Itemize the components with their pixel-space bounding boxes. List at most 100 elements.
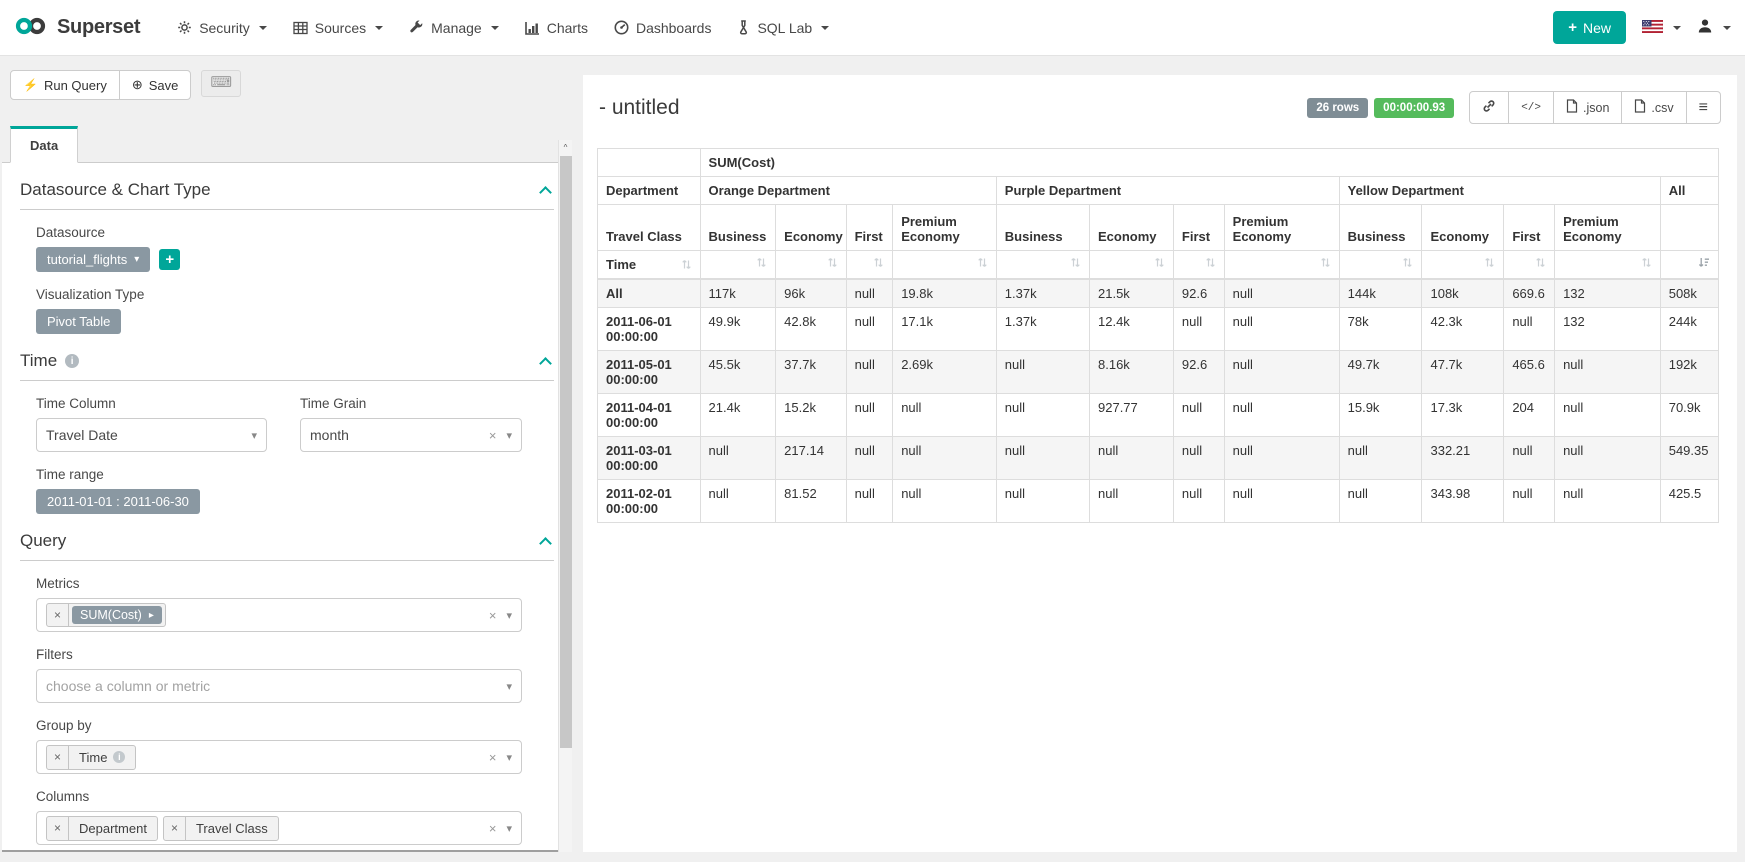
metric-pill[interactable]: SUM(Cost) ▸ xyxy=(72,606,162,624)
datasource-pill[interactable]: tutorial_flights ▾ xyxy=(36,247,151,272)
columns-label: Columns xyxy=(36,789,90,804)
column-sort-header[interactable] xyxy=(775,250,847,280)
nav-manage[interactable]: Manage xyxy=(396,0,512,56)
chevron-down-icon xyxy=(258,25,267,30)
run-query-button[interactable]: ⚡ Run Query xyxy=(10,70,120,100)
column-sort-header[interactable] xyxy=(1338,250,1423,280)
time-grain-label: Time Grain xyxy=(300,396,367,411)
pivot-cell: 2.69k xyxy=(892,350,997,394)
groupby-select[interactable]: × Time i × ▾ xyxy=(36,740,522,774)
all-sort-header-active[interactable] xyxy=(1659,250,1720,280)
column-sort-header[interactable] xyxy=(1172,250,1225,280)
share-link-button[interactable] xyxy=(1469,91,1510,124)
viz-type-pill[interactable]: Pivot Table xyxy=(36,309,122,334)
row-time-label: All xyxy=(597,278,701,308)
infinity-logo-icon xyxy=(14,16,48,39)
section-datasource-title: Datasource & Chart Type xyxy=(20,163,554,210)
close-icon[interactable]: × xyxy=(47,745,70,769)
column-sort-header[interactable] xyxy=(1554,250,1661,280)
chevron-up-icon[interactable] xyxy=(539,186,552,199)
close-icon[interactable]: × xyxy=(488,820,497,836)
pivot-table: SUM(Cost) Department Orange Department P… xyxy=(597,148,1720,523)
pivot-cell: 17.1k xyxy=(892,307,997,351)
pivot-cell: 508k xyxy=(1659,278,1720,308)
close-icon[interactable]: × xyxy=(488,427,497,443)
new-button[interactable]: + New xyxy=(1553,11,1626,44)
row-time-label: 2011-06-01 00:00:00 xyxy=(597,307,701,351)
column-sort-header[interactable] xyxy=(699,250,777,280)
pivot-cell: 19.8k xyxy=(892,278,997,308)
time-grain-select[interactable]: month × ▾ xyxy=(300,418,522,452)
row-count-badge: 26 rows xyxy=(1307,97,1369,118)
top-navbar: Superset Security Sources Manage xyxy=(0,0,1745,56)
nav-security[interactable]: Security xyxy=(164,0,280,56)
save-button[interactable]: ⊕ Save xyxy=(118,70,192,100)
column-sort-header[interactable] xyxy=(845,250,894,280)
section-title-text: Datasource & Chart Type xyxy=(20,180,211,199)
more-options-button[interactable]: ≡ xyxy=(1685,91,1721,124)
column-sort-header[interactable] xyxy=(1421,250,1505,280)
add-datasource-button[interactable]: + xyxy=(159,249,181,270)
close-icon[interactable]: × xyxy=(47,604,70,626)
pivot-cell: null xyxy=(1554,393,1661,437)
locale-menu[interactable] xyxy=(1641,19,1681,36)
scroll-up-icon[interactable]: ^ xyxy=(563,143,568,152)
superset-logo[interactable]: Superset xyxy=(14,16,140,39)
pivot-cell: null xyxy=(699,479,777,523)
view-query-button[interactable]: </> xyxy=(1508,91,1555,124)
time-sort-header[interactable]: Time xyxy=(597,250,701,280)
chevron-up-icon[interactable] xyxy=(539,537,552,550)
metrics-select[interactable]: × SUM(Cost) ▸ × ▾ xyxy=(36,598,522,632)
pivot-cell: null xyxy=(1223,393,1340,437)
columns-token[interactable]: × Travel Class xyxy=(162,815,279,841)
explore-control-panel: ⚡ Run Query ⊕ Save ⌨ Data Datasource & C… xyxy=(0,56,572,852)
filters-select[interactable]: choose a column or metric ▾ xyxy=(36,669,522,703)
sort-icon xyxy=(1155,258,1164,267)
close-icon[interactable]: × xyxy=(488,749,497,765)
tab-data[interactable]: Data xyxy=(10,126,79,163)
column-sort-header[interactable] xyxy=(995,250,1091,280)
scrollbar-thumb[interactable] xyxy=(560,156,572,748)
travel-class-header: Business xyxy=(1338,204,1423,251)
column-sort-header[interactable] xyxy=(892,250,997,280)
columns-token[interactable]: × Department xyxy=(46,815,158,841)
time-column-select[interactable]: Travel Date ▾ xyxy=(36,418,267,452)
metric-token[interactable]: × SUM(Cost) ▸ xyxy=(46,603,166,627)
column-sort-header[interactable] xyxy=(1223,250,1340,280)
columns-select[interactable]: × Department × Travel Class × ▾ xyxy=(36,811,522,845)
pivot-cell: null xyxy=(1554,479,1661,523)
groupby-token[interactable]: × Time i xyxy=(46,744,137,770)
json-label: .json xyxy=(1583,100,1610,115)
chevron-down-icon xyxy=(490,25,499,30)
nav-dashboards[interactable]: Dashboards xyxy=(601,0,725,56)
nav-charts[interactable]: Charts xyxy=(512,0,601,56)
sort-icon xyxy=(681,260,691,269)
nav-sql-lab[interactable]: SQL Lab xyxy=(724,0,842,56)
metric-value: SUM(Cost) xyxy=(80,608,142,622)
left-panel-scrollbar[interactable]: ^ xyxy=(558,140,572,852)
user-menu[interactable] xyxy=(1697,18,1731,37)
chevron-down-icon xyxy=(1723,25,1731,30)
nav-sources-label: Sources xyxy=(314,19,367,36)
column-sort-header[interactable] xyxy=(1503,250,1556,280)
travel-class-header-row: Travel Class Business Economy First Prem… xyxy=(597,204,1720,251)
pivot-cell: 132 xyxy=(1554,307,1661,351)
travel-class-header: Business xyxy=(699,204,777,251)
row-time-label: 2011-02-01 00:00:00 xyxy=(597,479,701,523)
chart-title[interactable]: - untitled xyxy=(599,95,680,119)
close-icon[interactable]: × xyxy=(488,607,497,623)
time-range-pill[interactable]: 2011-01-01 : 2011-06-30 xyxy=(36,489,200,514)
chevron-up-icon[interactable] xyxy=(539,357,552,370)
export-csv-button[interactable]: .csv xyxy=(1621,91,1687,124)
export-json-button[interactable]: .json xyxy=(1553,91,1623,124)
close-icon[interactable]: × xyxy=(47,816,70,840)
sort-icon xyxy=(1536,258,1545,267)
sort-icon xyxy=(874,258,883,267)
keyboard-shortcuts-button[interactable]: ⌨ xyxy=(201,70,242,97)
nav-sources[interactable]: Sources xyxy=(280,0,396,56)
hamburger-icon: ≡ xyxy=(1698,98,1708,116)
column-sort-header[interactable] xyxy=(1089,250,1174,280)
travel-class-header: Economy xyxy=(1421,204,1505,251)
time-range-label: Time range xyxy=(36,467,104,482)
close-icon[interactable]: × xyxy=(164,816,186,840)
